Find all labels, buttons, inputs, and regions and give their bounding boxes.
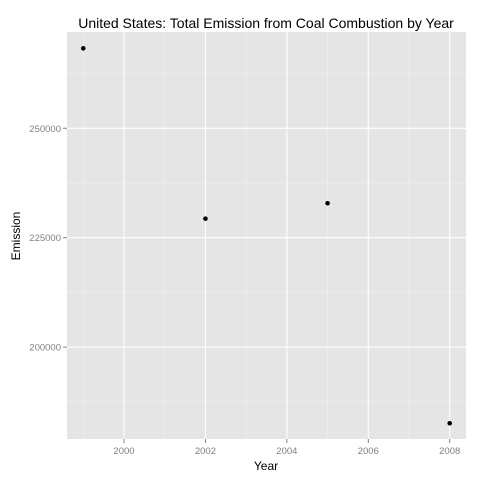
- y-tick-label: 250000: [29, 124, 61, 135]
- x-axis-title: Year: [254, 459, 278, 473]
- data-point: [447, 420, 453, 426]
- x-tick-label: 2006: [358, 446, 379, 457]
- x-tick-label: 2004: [276, 446, 297, 457]
- major-gridlines: [67, 32, 466, 439]
- plot-panel: [67, 32, 466, 439]
- minor-gridlines: [67, 32, 466, 439]
- y-tick-label: 200000: [29, 343, 61, 354]
- data-points: [80, 46, 453, 426]
- tick-labels: 2000 2002 2004 2006 2008 200000 225000 250000: [29, 124, 460, 457]
- data-point: [80, 46, 86, 51]
- x-tick-label: 2008: [439, 446, 460, 457]
- data-point: [203, 216, 208, 221]
- x-tick-label: 2002: [195, 446, 216, 457]
- chart-title: United States: Total Emission from Coal …: [78, 15, 454, 31]
- axis-ticks: [63, 127, 451, 443]
- y-tick-label: 225000: [29, 233, 61, 244]
- y-axis-title: Emission: [9, 212, 23, 261]
- data-point: [325, 200, 330, 206]
- x-tick-label: 2000: [113, 446, 134, 457]
